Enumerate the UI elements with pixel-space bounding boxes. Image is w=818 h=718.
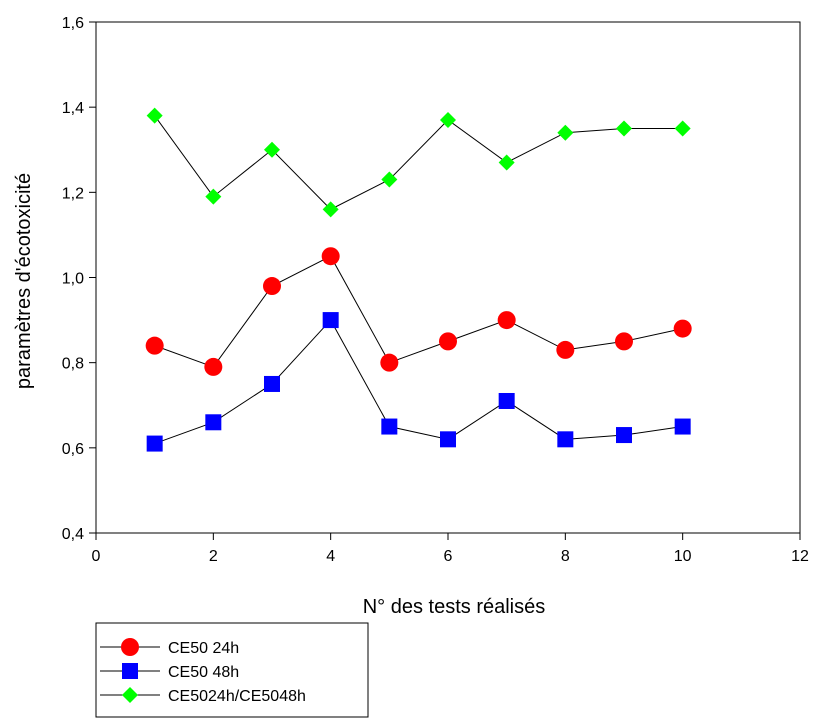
series-line bbox=[154, 115, 683, 210]
legend-marker bbox=[121, 638, 139, 656]
y-axis: 0,4 0,6 0,8 1,0 1,2 1,4 1,6 bbox=[62, 15, 96, 543]
legend-label: CE50 48h bbox=[168, 664, 239, 681]
data-point bbox=[381, 418, 398, 435]
data-point bbox=[381, 171, 398, 188]
data-point bbox=[205, 414, 222, 431]
data-point bbox=[439, 332, 457, 351]
data-point bbox=[322, 312, 339, 329]
plot-frame bbox=[95, 21, 801, 534]
legend: CE50 24h CE50 48h CE5024h/CE5048h bbox=[95, 622, 369, 718]
data-point bbox=[146, 107, 163, 124]
x-tick-label: 4 bbox=[326, 548, 335, 565]
data-point bbox=[380, 353, 399, 372]
legend-item: CE50 24h bbox=[100, 638, 239, 657]
y-axis-title: paramètres d'écotoxicité bbox=[13, 173, 35, 389]
data-point bbox=[440, 431, 456, 448]
data-point bbox=[322, 201, 339, 218]
y-tick-label: 1,6 bbox=[62, 15, 84, 32]
x-tick-label: 6 bbox=[444, 548, 453, 565]
y-tick-label: 0,8 bbox=[62, 356, 84, 373]
y-tick-label: 1,0 bbox=[62, 271, 84, 288]
x-tick-label: 8 bbox=[561, 548, 570, 565]
data-point bbox=[674, 120, 691, 137]
legend-marker bbox=[122, 663, 138, 679]
data-point bbox=[263, 277, 281, 296]
legend-label: CE5024h/CE5048h bbox=[168, 688, 306, 705]
data-point bbox=[616, 120, 632, 137]
series-1 bbox=[145, 247, 692, 376]
legend-items: CE50 24h CE50 48h CE5024h/CE5048h bbox=[100, 638, 306, 705]
x-tick-label: 2 bbox=[209, 548, 218, 565]
legend-box bbox=[95, 622, 369, 718]
y-tick-label: 1,2 bbox=[62, 185, 84, 202]
data-point bbox=[557, 124, 574, 141]
y-tick-label: 0,4 bbox=[62, 526, 84, 543]
y-tick-label: 1,4 bbox=[62, 100, 84, 117]
legend-item: CE5024h/CE5048h bbox=[100, 687, 306, 705]
data-point bbox=[498, 154, 515, 171]
data-point bbox=[497, 311, 516, 330]
series-2 bbox=[146, 312, 691, 452]
data-point bbox=[264, 375, 280, 392]
data-point bbox=[615, 332, 633, 351]
data-point bbox=[674, 418, 691, 435]
series-3 bbox=[146, 107, 691, 218]
legend-marker bbox=[122, 687, 138, 703]
x-tick-label: 0 bbox=[92, 548, 101, 565]
series-layer bbox=[145, 107, 692, 452]
x-tick-label: 12 bbox=[791, 548, 809, 565]
y-tick-label: 0,6 bbox=[62, 441, 84, 458]
data-point bbox=[557, 431, 574, 448]
data-point bbox=[673, 319, 692, 338]
data-point bbox=[146, 435, 163, 452]
data-point bbox=[498, 392, 515, 409]
data-point bbox=[321, 247, 340, 266]
x-axis: 0 2 4 6 8 10 12 bbox=[92, 533, 809, 565]
data-point bbox=[264, 141, 280, 158]
data-point bbox=[145, 336, 164, 355]
data-point bbox=[440, 111, 456, 128]
legend-item: CE50 48h bbox=[100, 663, 239, 681]
series-line bbox=[154, 255, 683, 368]
plot-area-border bbox=[95, 21, 801, 534]
data-point bbox=[204, 357, 223, 376]
data-point bbox=[616, 427, 632, 444]
data-point bbox=[556, 340, 575, 359]
series-line bbox=[154, 319, 683, 445]
data-point bbox=[205, 188, 222, 205]
x-tick-label: 10 bbox=[674, 548, 692, 565]
legend-label: CE50 24h bbox=[168, 640, 239, 657]
x-axis-title: N° des tests réalisés bbox=[363, 596, 546, 618]
